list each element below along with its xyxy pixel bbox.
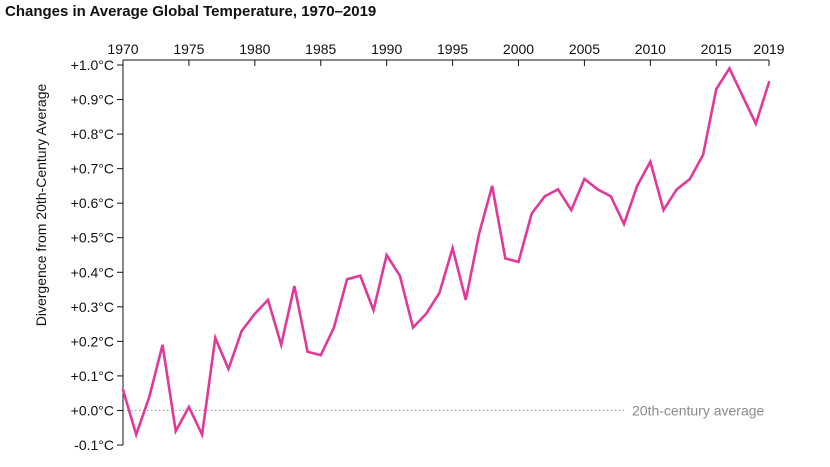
y-tick-label: +0.3°C (71, 299, 114, 315)
x-tick-label: 1980 (239, 41, 270, 57)
y-tick-label: +0.4°C (71, 264, 114, 280)
y-axis: +1.0°C +0.9°C +0.8°C +0.7°C +0.6°C +0.5°C +0.4… (71, 57, 124, 453)
x-tick-label: 1975 (173, 41, 204, 57)
y-tick-label: +0.2°C (71, 333, 114, 349)
x-tick-label: 2000 (503, 41, 534, 57)
y-tick-label: +0.9°C (71, 92, 114, 108)
series-line (121, 65, 771, 440)
x-tick-label: 2015 (701, 41, 732, 57)
y-tick-label: +0.7°C (71, 161, 114, 177)
y-tick-label: +0.8°C (71, 126, 114, 142)
x-tick-label: 2019 (753, 41, 784, 57)
y-tick-label: +0.6°C (71, 195, 114, 211)
reference-line-label: 20th-century average (632, 402, 765, 418)
x-tick-label: 2005 (569, 41, 600, 57)
y-tick-label: +0.0°C (71, 402, 114, 418)
y-tick-label: +0.1°C (71, 368, 114, 384)
reference-line-group: 20th-century average (123, 402, 765, 418)
x-tick-label: 1985 (305, 41, 336, 57)
x-tick-label: 1970 (107, 41, 138, 57)
y-axis-label: Divergence from 20th-Century Average (33, 84, 49, 327)
chart-title: Changes in Average Global Temperature, 1… (5, 3, 377, 20)
x-tick-label: 1995 (437, 41, 468, 57)
y-tick-label: +0.5°C (71, 230, 114, 246)
series-group (121, 65, 771, 440)
x-axis: 1970 1975 1980 1985 1990 1995 2000 2005 2010 2015… (107, 41, 785, 66)
x-tick-label: 1990 (371, 41, 402, 57)
x-tick-label: 2010 (635, 41, 666, 57)
y-tick-label: -0.1°C (74, 437, 114, 453)
y-tick-label: +1.0°C (71, 57, 114, 73)
